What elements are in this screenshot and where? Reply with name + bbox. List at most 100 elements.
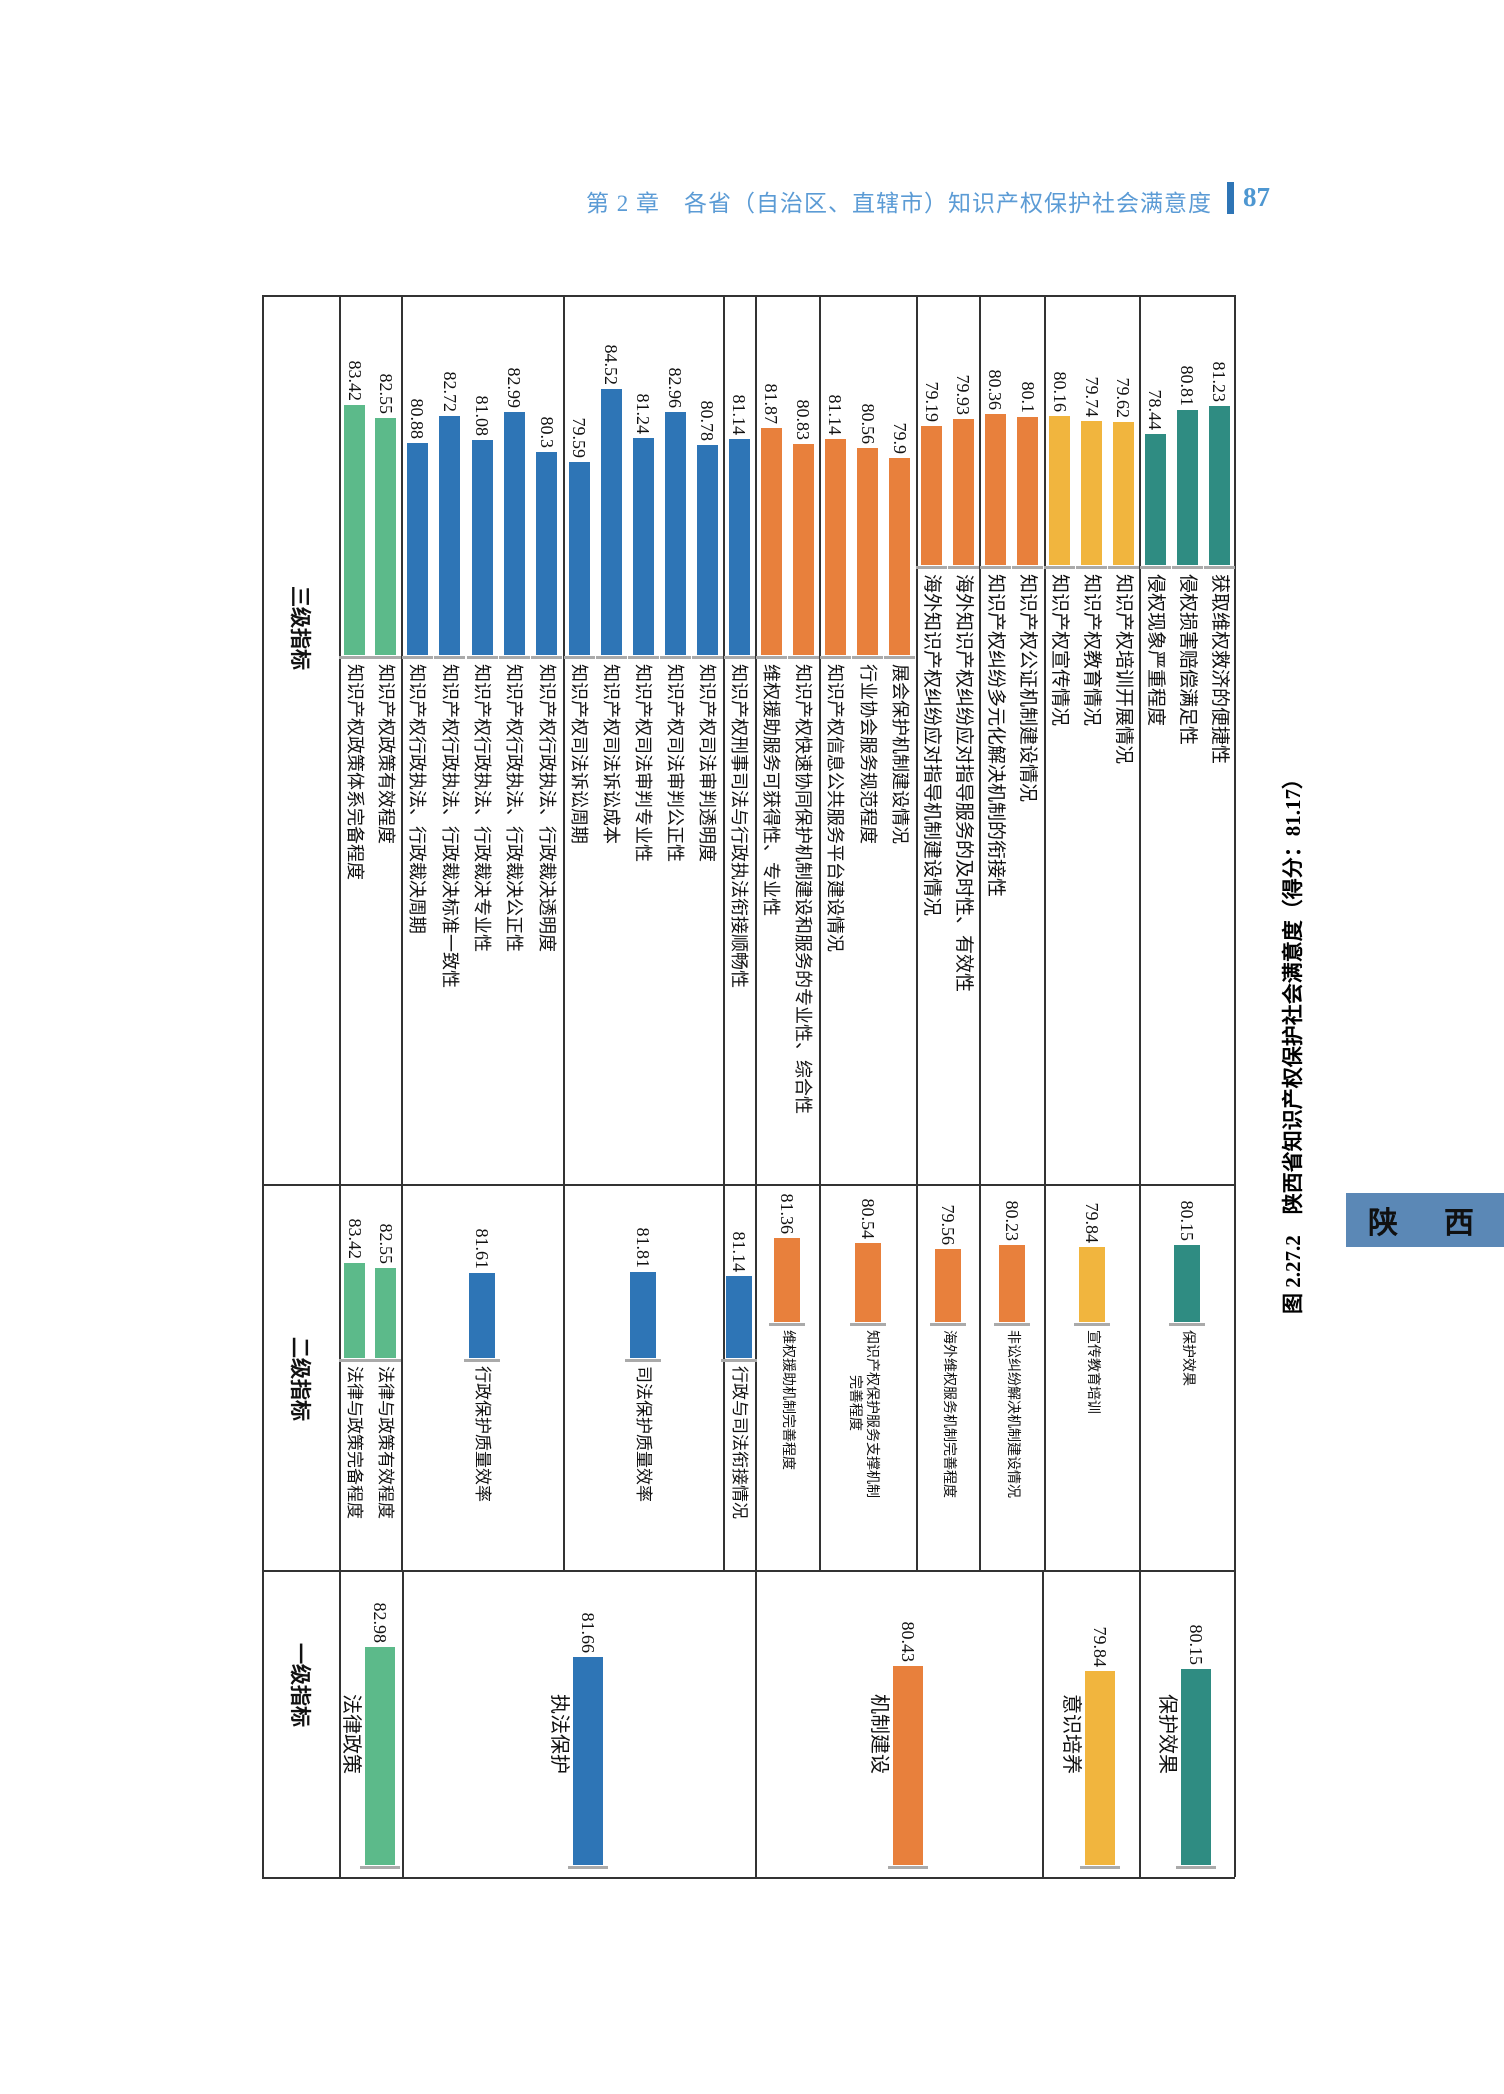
axis-tick — [370, 656, 401, 659]
category-label-l3: 知识产权行政执法、行政裁决公正性 — [504, 664, 525, 952]
bar-l1 — [892, 1666, 923, 1865]
axis-tick — [1203, 566, 1235, 569]
bar-l2 — [1078, 1247, 1105, 1322]
bar-value-label: 79.84 — [1081, 1202, 1102, 1244]
bar-l3 — [536, 451, 558, 655]
bar-value-label: 81.87 — [761, 383, 781, 425]
bar-value-label: 82.98 — [369, 1602, 390, 1644]
category-label-l3: 知识产权教育情况 — [1081, 574, 1102, 727]
group-divider-band12-6 — [979, 295, 981, 1570]
table-horizontal-border-0 — [262, 295, 1235, 297]
bar-l3 — [600, 388, 622, 655]
axis-tick — [1107, 566, 1139, 569]
chapter-title-text: 各省（自治区、直辖市）知识产权保护社会满意度 — [684, 191, 1212, 216]
axis-tick — [339, 1359, 370, 1362]
axis-tick — [887, 1866, 928, 1869]
bar-l3 — [439, 415, 461, 655]
bar-value-label: 81.14 — [729, 394, 749, 436]
bar-value-label: 80.81 — [1177, 365, 1197, 406]
category-label-l2: 非讼纠纷解决机制建设情况 — [1004, 1330, 1020, 1498]
axis-tick — [1171, 566, 1203, 569]
bar-value-label: 80.88 — [407, 398, 428, 440]
bar-l3 — [406, 443, 428, 655]
category-label-l3: 知识产权快速协同保护机制建设和服务的专业性、综合性 — [793, 664, 813, 1114]
bar-value-label: 81.66 — [577, 1612, 598, 1654]
group-divider-band3-3 — [1139, 1570, 1141, 1877]
table-left-border — [262, 295, 264, 1877]
bar-l3 — [792, 443, 814, 655]
axis-tick — [1076, 566, 1107, 569]
table-right-border — [1234, 295, 1236, 1877]
bar-l1 — [1181, 1668, 1211, 1865]
category-label-l1: 执法保护 — [547, 1694, 570, 1774]
bar-value-label: 80.43 — [897, 1621, 918, 1663]
bar-value-label: 80.54 — [857, 1198, 878, 1240]
bar-l3 — [984, 414, 1006, 565]
bar-value-label: 81.14 — [729, 1231, 749, 1272]
bar-value-label: 79.9 — [889, 422, 910, 454]
category-label-l3: 海外知识产权纠纷应对指导机制建设情况 — [921, 574, 943, 917]
bar-l2 — [469, 1273, 495, 1358]
bar-l3 — [728, 439, 750, 655]
page-number: 87 — [1243, 182, 1270, 212]
bar-l3 — [344, 405, 365, 655]
category-label-l1: 保护效果 — [1156, 1694, 1178, 1774]
category-label-l3: 知识产权司法诉讼成本 — [601, 664, 621, 844]
group-divider-band3-0 — [402, 1570, 404, 1877]
axis-tick — [1044, 566, 1076, 569]
category-label-l2: 法律与政策有效程度 — [376, 1366, 395, 1519]
category-label-l1: 机制建设 — [867, 1694, 890, 1774]
category-label-l2: 完善程度 — [846, 1375, 862, 1431]
bar-l3 — [889, 457, 911, 655]
axis-tick — [434, 656, 466, 659]
bar-value-label: 81.14 — [825, 394, 846, 436]
category-label-l2: 宣传教育培训 — [1084, 1330, 1100, 1414]
category-label-l2: 知识产权保护服务支撑机制 — [863, 1330, 879, 1498]
category-label-l3: 知识产权纠纷多元化解决机制的衔接性 — [984, 574, 1006, 898]
category-label-l1: 法律政策 — [339, 1694, 362, 1774]
bar-value-label: 80.56 — [857, 403, 878, 444]
axis-tick — [595, 656, 627, 659]
axis-tick — [947, 566, 979, 569]
bar-l1 — [364, 1647, 395, 1865]
bar-l3 — [1208, 405, 1230, 565]
axis-tick — [401, 656, 433, 659]
axis-tick — [1012, 566, 1044, 569]
axis-tick — [625, 1359, 661, 1362]
bar-l2 — [726, 1275, 752, 1358]
bar-l3 — [1144, 433, 1166, 565]
axis-tick — [852, 656, 883, 659]
bar-value-label: 81.08 — [472, 395, 492, 437]
axis-tick — [464, 1359, 500, 1362]
bar-l3 — [1112, 421, 1134, 565]
chapter-title-gap — [660, 191, 684, 216]
category-label-l2: 司法保护质量效率 — [633, 1366, 653, 1502]
bar-l1 — [572, 1657, 603, 1865]
band-header-三级指标: 三级指标 — [288, 586, 312, 670]
category-label-l3: 知识产权行政执法、行政裁决透明度 — [536, 664, 557, 952]
bar-l3 — [375, 418, 396, 655]
chapter-title: 第 2 章 各省（自治区、直辖市）知识产权保护社会满意度 — [586, 184, 1212, 218]
axis-tick — [531, 656, 563, 659]
axis-tick — [721, 1359, 757, 1362]
axis-tick — [627, 656, 659, 659]
bar-l2 — [344, 1262, 365, 1358]
bar-l3 — [1176, 409, 1198, 565]
bar-value-label: 82.55 — [375, 1223, 396, 1264]
bar-value-label: 79.62 — [1113, 377, 1134, 418]
category-label-l3: 展会保护机制建设情况 — [889, 664, 910, 844]
category-label-l2: 海外维权服务机制完善程度 — [940, 1330, 956, 1498]
bar-value-label: 80.16 — [1049, 371, 1070, 413]
category-label-l1: 意识培养 — [1059, 1694, 1082, 1774]
category-label-l3: 知识产权行政执法、行政裁决周期 — [407, 664, 428, 934]
bar-value-label: 80.78 — [697, 400, 717, 441]
bar-value-label: 81.81 — [633, 1227, 653, 1268]
axis-tick — [359, 1866, 400, 1869]
table-horizontal-border-2 — [262, 1570, 1235, 1572]
bar-value-label: 79.59 — [569, 417, 589, 459]
header-column-divider — [339, 295, 341, 1877]
category-label-l3: 知识产权司法审判专业性 — [633, 664, 653, 862]
page-header: 第 2 章 各省（自治区、直辖市）知识产权保护社会满意度 87 — [0, 182, 1504, 216]
axis-tick — [884, 656, 916, 659]
bar-value-label: 78.44 — [1145, 389, 1165, 430]
